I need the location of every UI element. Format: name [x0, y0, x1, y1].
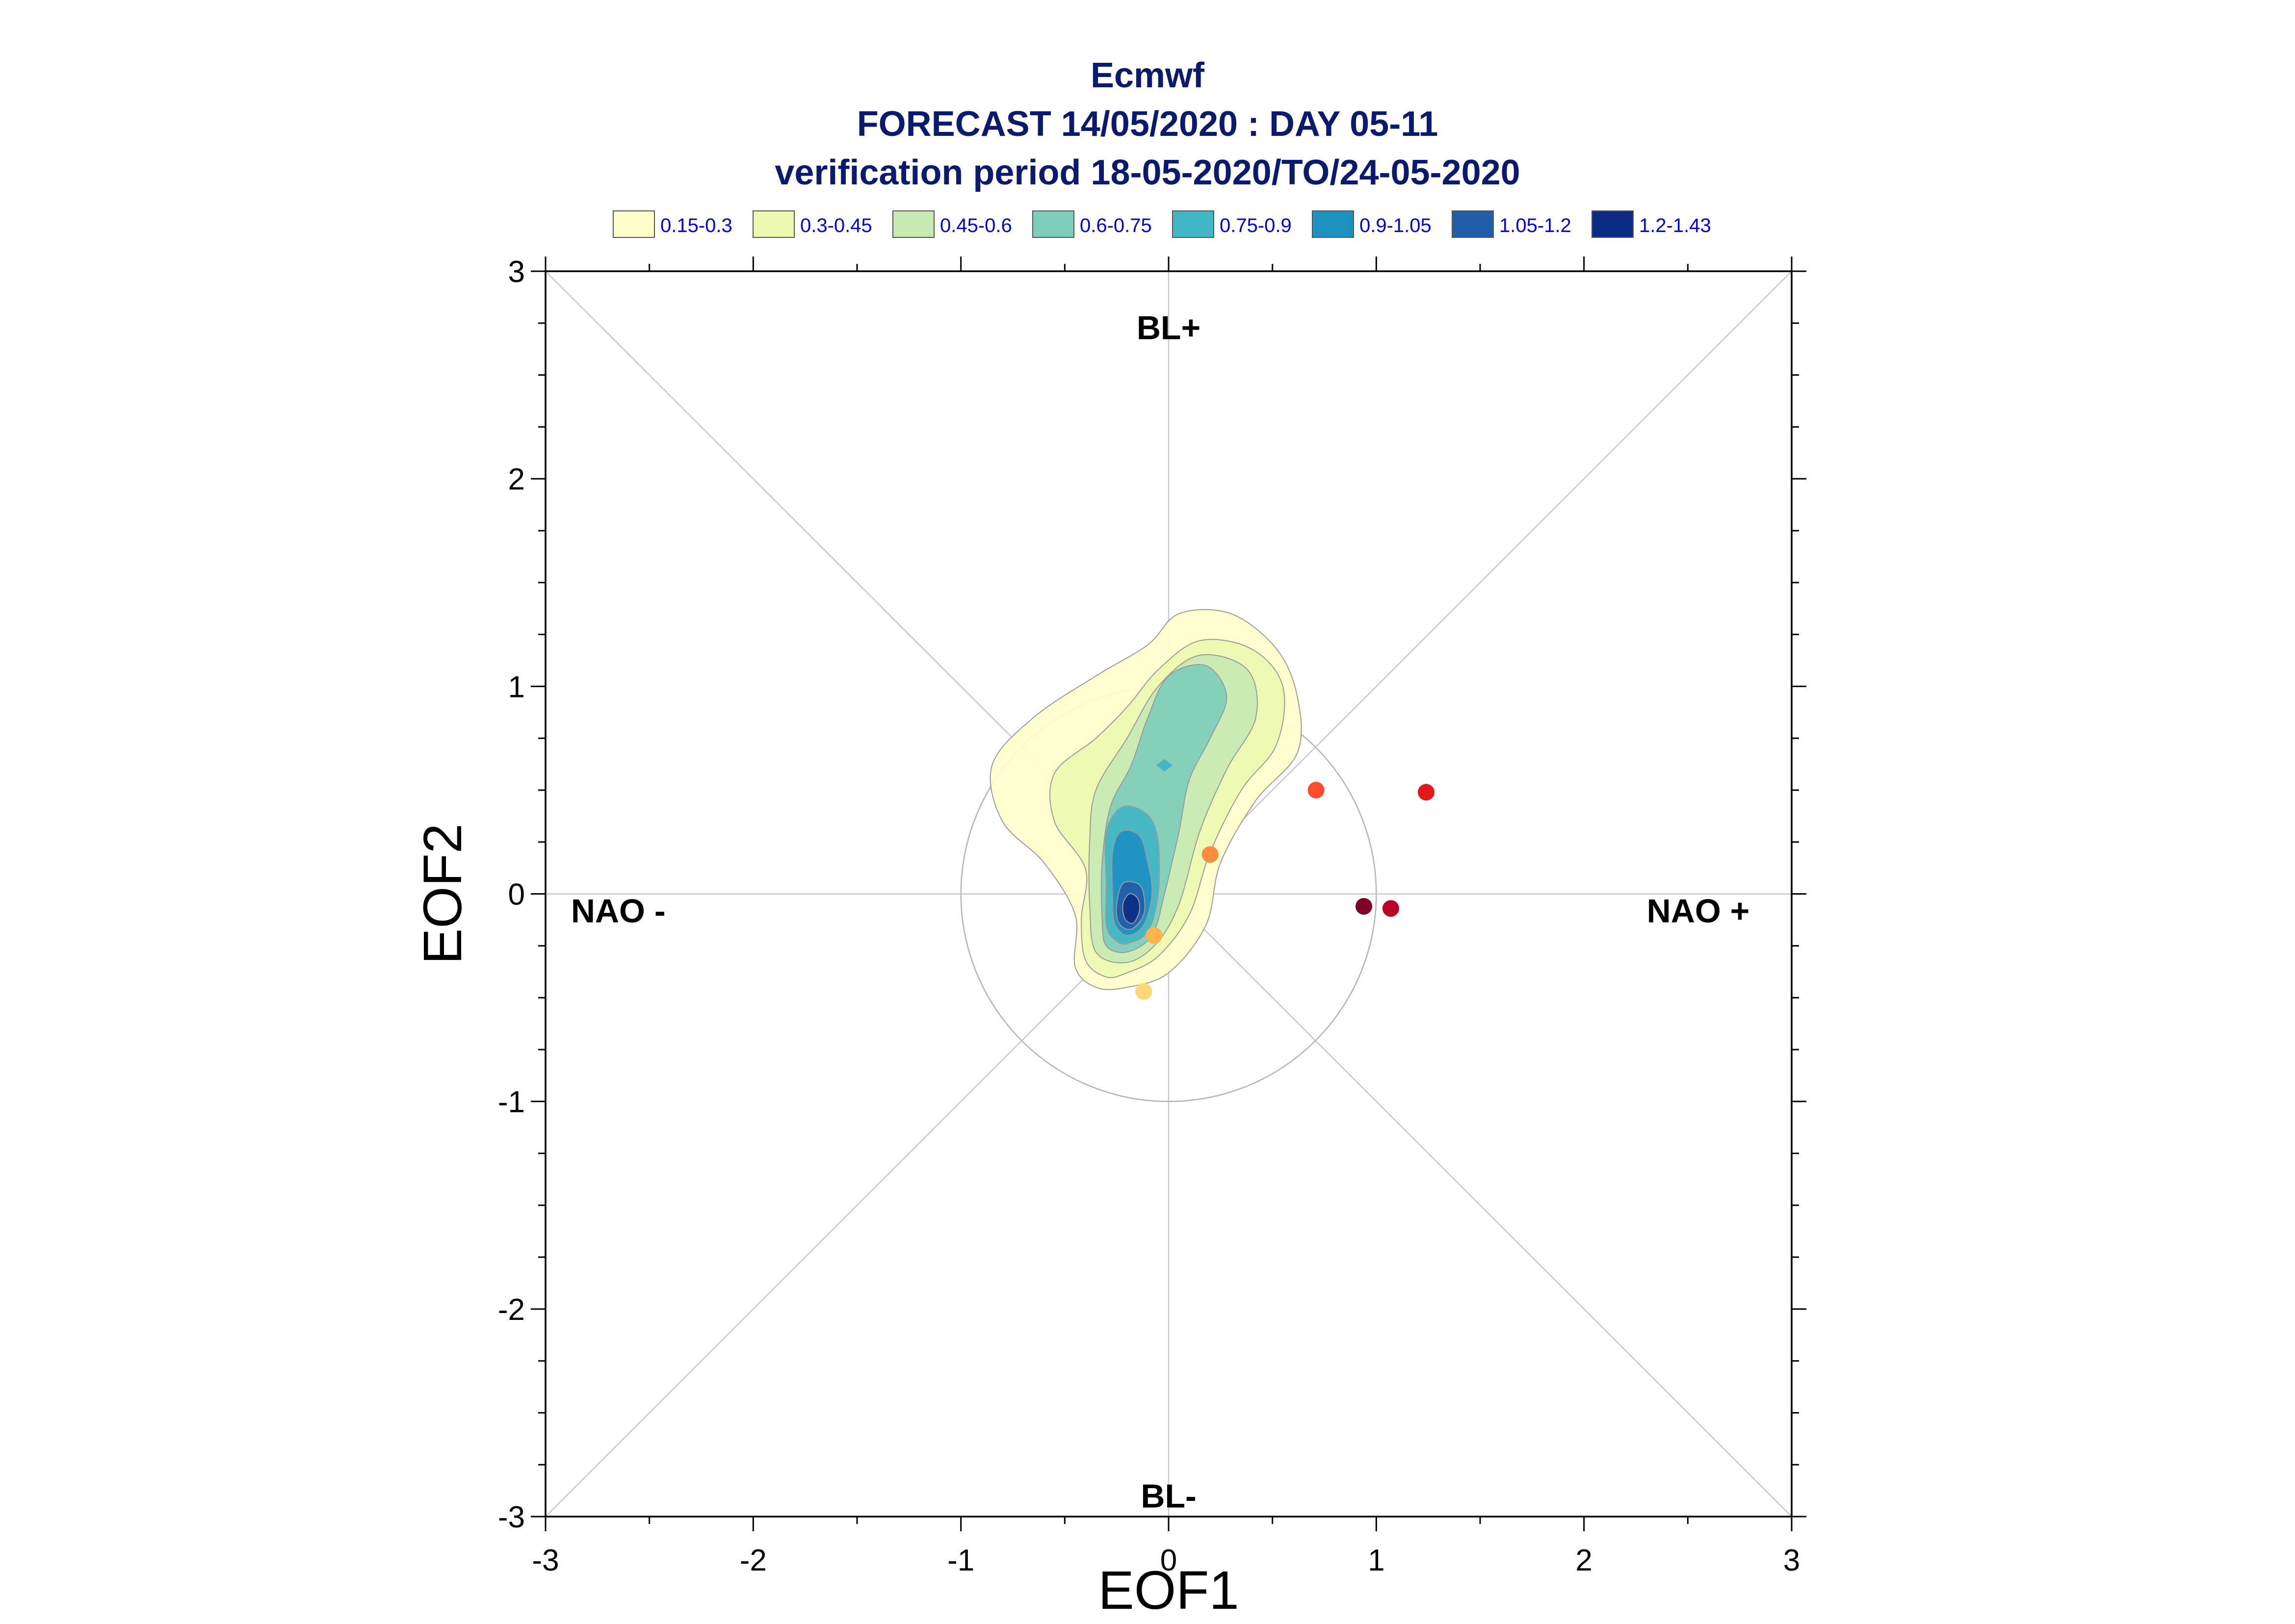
legend-swatch	[1032, 210, 1074, 238]
legend-swatch	[753, 210, 795, 238]
data-point	[1146, 927, 1163, 944]
density-contour	[1122, 893, 1141, 924]
legend-label: 0.75-0.9	[1220, 215, 1292, 236]
legend-label: 1.2-1.43	[1639, 215, 1711, 236]
data-point	[1135, 983, 1152, 1000]
data-point	[1417, 784, 1434, 801]
x-axis-label: EOF1	[1098, 1560, 1239, 1621]
y-tick-label: 0	[508, 878, 525, 912]
y-tick-label: -3	[498, 1500, 525, 1534]
density-legend: 0.15-0.3 0.3-0.45 0.45-0.6 0.6-0.75 0.75-0.9…	[613, 210, 1711, 238]
regime-label: BL-	[1141, 1478, 1196, 1515]
legend-label: 0.9-1.05	[1359, 215, 1432, 236]
data-point	[1201, 846, 1219, 863]
x-tick-label: -3	[532, 1544, 559, 1577]
data-point	[1355, 898, 1372, 915]
y-axis-label: EOF2	[413, 824, 473, 964]
data-point	[1307, 781, 1325, 799]
y-tick-label: 3	[508, 255, 525, 289]
legend-label: 1.05-1.2	[1499, 215, 1571, 236]
chart-title-line-1: Ecmwf	[1090, 56, 1205, 95]
data-point	[1382, 900, 1399, 917]
legend-swatch	[1312, 210, 1354, 238]
y-tick-label: 2	[508, 463, 525, 496]
regime-label: NAO -	[571, 892, 666, 929]
y-tick-label: 1	[508, 670, 525, 704]
chart-title-line-3: verification period 18-05-2020/TO/24-05-…	[775, 153, 1520, 192]
legend-label: 0.45-0.6	[940, 215, 1012, 236]
y-tick-label: -1	[498, 1085, 525, 1119]
legend-swatch	[613, 210, 655, 238]
legend-label: 0.3-0.45	[800, 215, 872, 236]
legend-label: 0.6-0.75	[1080, 215, 1152, 236]
chart-title: Ecmwf FORECAST 14/05/2020 : DAY 05-11 ve…	[0, 52, 2295, 197]
x-tick-label: -1	[947, 1544, 974, 1577]
legend-label: 0.15-0.3	[660, 215, 732, 236]
x-tick-label: 0	[1160, 1544, 1177, 1577]
x-tick-label: 2	[1575, 1544, 1592, 1577]
x-tick-label: 1	[1368, 1544, 1384, 1577]
legend-swatch	[1452, 210, 1494, 238]
x-tick-label: 3	[1783, 1544, 1800, 1577]
regime-label: NAO +	[1647, 892, 1750, 929]
legend-swatch	[1591, 210, 1634, 238]
chart-title-line-2: FORECAST 14/05/2020 : DAY 05-11	[857, 104, 1438, 144]
legend-swatch	[892, 210, 935, 238]
x-tick-label: -2	[740, 1544, 767, 1577]
density-peak-marker	[1156, 759, 1173, 772]
plot-area: -3 -2 -1 0 1 2 3 -3 -2 -1 0 1 2 3 EOF1 EOF2 BL+ BL- NAO - N…	[413, 255, 1806, 1621]
y-tick-label: -2	[498, 1293, 525, 1327]
regime-label: BL+	[1137, 309, 1200, 346]
legend-swatch	[1172, 210, 1214, 238]
